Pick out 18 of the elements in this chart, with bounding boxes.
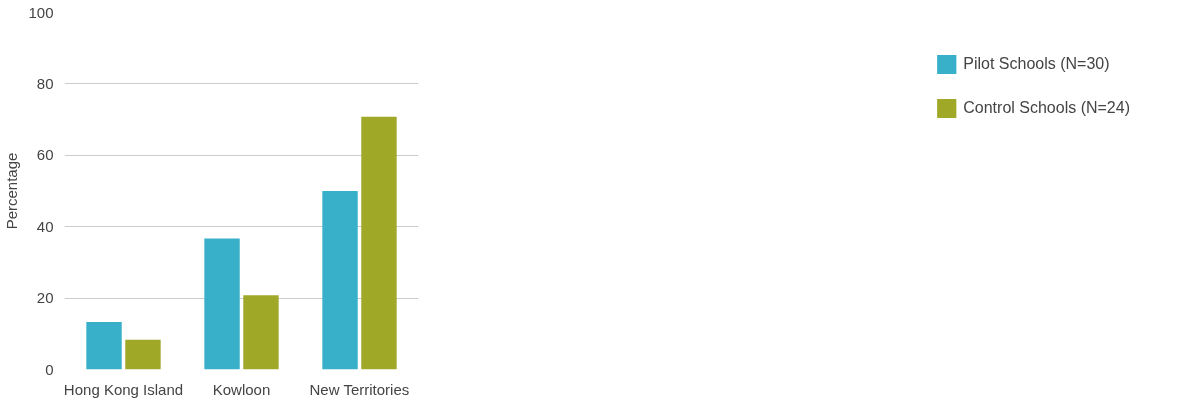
- bar: [243, 295, 279, 370]
- bar: [125, 339, 161, 370]
- y-tick-label: 80: [36, 74, 54, 92]
- x-tick-label: Hong Kong Island: [63, 380, 184, 398]
- y-axis-title: Percentage: [3, 152, 21, 230]
- bar: [204, 238, 240, 370]
- bar: [361, 116, 397, 370]
- x-tick-label: Kowloon: [212, 380, 271, 398]
- y-tick-label: 100: [28, 3, 54, 21]
- bar: [322, 191, 358, 370]
- bar: [86, 322, 122, 370]
- x-tick-label: New Territories: [309, 380, 410, 398]
- y-tick-label: 40: [36, 217, 54, 235]
- y-tick-label: 0: [45, 360, 54, 378]
- legend-label: Pilot Schools (N=30): [963, 55, 1110, 73]
- y-tick-label: 60: [36, 146, 54, 164]
- legend-label: Control Schools (N=24): [963, 99, 1130, 117]
- y-tick-label: 20: [36, 289, 54, 307]
